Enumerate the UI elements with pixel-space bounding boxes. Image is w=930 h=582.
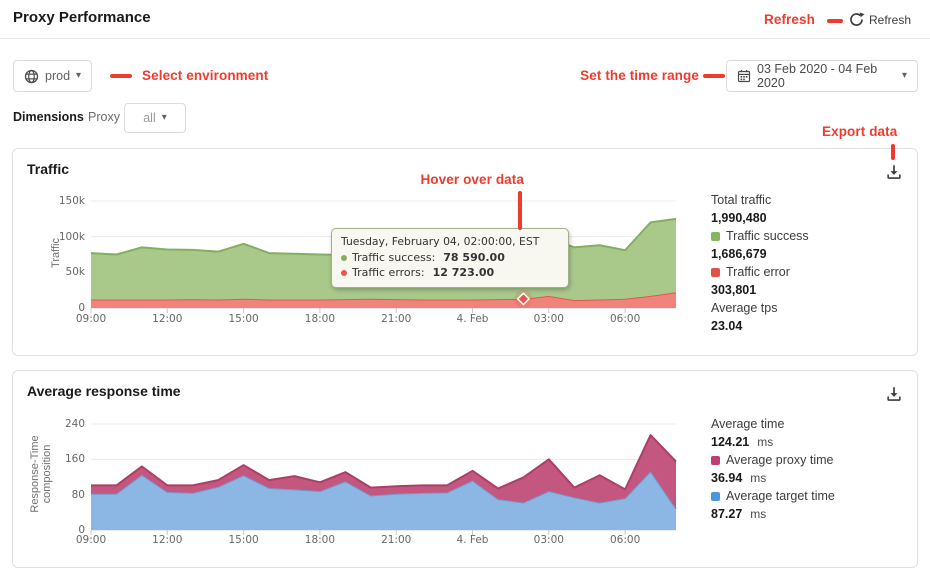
stat-label: Traffic success	[711, 227, 809, 245]
page-title: Proxy Performance	[13, 9, 151, 26]
environment-select[interactable]: prod ▾	[13, 60, 93, 92]
proxy-dimension-value: all	[143, 111, 156, 125]
chevron-down-icon: ▾	[161, 112, 167, 123]
chevron-down-icon: ▾	[901, 70, 907, 81]
response-x-axis-labels: 09:00 12:00 15:00 18:00 21:00 4. Feb 03:00 06:0…	[75, 534, 641, 546]
calendar-icon	[737, 69, 751, 83]
stat-label: Average target time	[711, 487, 835, 505]
chevron-down-icon: ▾	[76, 70, 82, 81]
annotation-dash	[110, 74, 132, 78]
error-dot-icon	[341, 269, 347, 276]
response-chart-area[interactable]	[90, 423, 677, 537]
annotation-select-environment: Select environment	[142, 68, 269, 83]
proxy-time-swatch	[711, 455, 720, 465]
stat-value: 36.94 ms	[711, 469, 835, 487]
response-time-card: Average response time Response-Time comp…	[12, 370, 918, 568]
traffic-success-swatch	[711, 231, 720, 241]
stat-value-number: 36.94	[711, 471, 743, 485]
annotation-export-data: Export data	[822, 124, 898, 139]
refresh-button[interactable]: Refresh	[869, 13, 912, 27]
download-icon[interactable]	[885, 163, 903, 181]
date-range-value: 03 Feb 2020 - 04 Feb 2020	[757, 62, 878, 90]
stat-unit: ms	[750, 471, 767, 485]
header-divider	[0, 38, 930, 39]
stat-value: 87.27 ms	[711, 505, 835, 523]
traffic-y-axis-title: Traffic	[50, 238, 62, 268]
tooltip-label: Traffic success:	[352, 251, 436, 264]
stat-label: Total traffic	[711, 193, 772, 207]
stat-value: 303,801	[711, 283, 757, 297]
proxy-dimension-label: Proxy	[88, 110, 120, 124]
stat-value-number: 124.21	[711, 435, 750, 449]
annotation-line	[518, 191, 522, 230]
date-range-select[interactable]: 03 Feb 2020 - 04 Feb 2020 ▾	[726, 60, 918, 92]
tooltip-value: 78 590.00	[443, 251, 505, 264]
annotation-dash	[827, 19, 843, 23]
stat-value: 1,686,679	[711, 247, 767, 261]
stat-unit: ms	[757, 435, 774, 449]
stat-label: Traffic error	[711, 263, 809, 281]
stat-value: 23.04	[711, 319, 743, 333]
tooltip-label: Traffic errors:	[352, 266, 425, 279]
chart-tooltip: Tuesday, February 04, 02:00:00, EST Traf…	[331, 228, 569, 288]
annotation-dash	[703, 74, 725, 78]
response-y-axis-title: Response-Time composition	[29, 435, 53, 513]
annotation-refresh: Refresh	[764, 12, 815, 27]
tooltip-value: 12 723.00	[432, 266, 495, 279]
download-icon[interactable]	[885, 385, 903, 403]
target-time-swatch	[711, 491, 720, 501]
stat-label: Average time	[711, 417, 785, 431]
response-card-title: Average response time	[27, 383, 181, 399]
stat-unit: ms	[750, 507, 767, 521]
tooltip-row: Traffic errors: 12 723.00	[341, 265, 559, 280]
stat-label-text: Traffic success	[726, 229, 809, 243]
stat-label-text: Traffic error	[726, 265, 790, 279]
globe-icon	[24, 69, 39, 84]
refresh-icon[interactable]	[848, 11, 865, 28]
dimensions-label: Dimensions	[13, 110, 84, 124]
tooltip-row: Traffic success: 78 590.00	[341, 250, 559, 265]
proxy-dimension-select[interactable]: all ▾	[124, 103, 186, 133]
stat-label-text: Average proxy time	[726, 453, 834, 467]
traffic-x-axis-labels: 09:00 12:00 15:00 18:00 21:00 4. Feb 03:00 06:0…	[75, 313, 641, 325]
traffic-card: Traffic Traffic 0 50k 100k 150k 09:00 12:00 1…	[12, 148, 918, 356]
stat-value: 124.21 ms	[711, 433, 835, 451]
stat-label: Average tps	[711, 301, 778, 315]
stat-label-text: Average target time	[726, 489, 835, 503]
tooltip-title: Tuesday, February 04, 02:00:00, EST	[341, 235, 540, 248]
environment-value: prod	[45, 69, 71, 83]
stat-label: Average proxy time	[711, 451, 835, 469]
stat-value: 1,990,480	[711, 211, 767, 225]
annotation-line	[891, 144, 895, 160]
annotation-hover-over-data: Hover over data	[420, 172, 524, 187]
traffic-card-title: Traffic	[27, 161, 70, 177]
annotation-set-time-range: Set the time range	[580, 68, 699, 83]
response-stats-panel: Average time 124.21 ms Average proxy tim…	[711, 415, 835, 523]
traffic-stats-panel: Total traffic 1,990,480 Traffic success …	[711, 191, 809, 335]
traffic-error-swatch	[711, 267, 720, 277]
stat-value-number: 87.27	[711, 507, 743, 521]
success-dot-icon	[341, 254, 347, 261]
